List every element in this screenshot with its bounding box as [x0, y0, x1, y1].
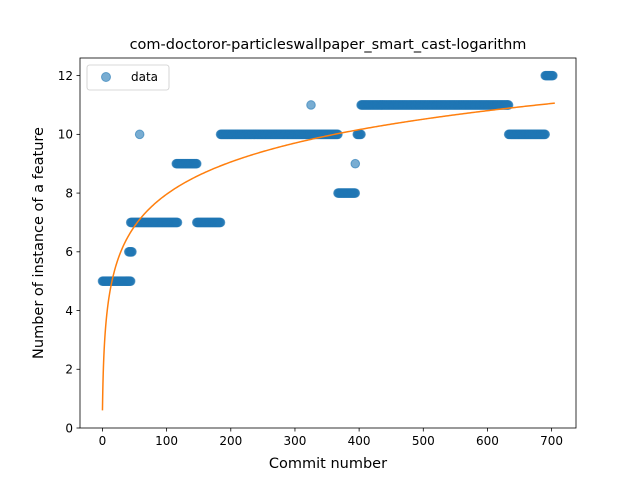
- y-axis-label: Number of instance of a feature: [31, 127, 47, 359]
- data-point: [350, 158, 361, 169]
- data-point: [540, 129, 551, 140]
- chart-title: com-doctoror-particleswallpaper_smart_ca…: [130, 37, 527, 53]
- legend-marker: [101, 72, 111, 82]
- x-tick-label: 0: [99, 434, 107, 448]
- y-axis: 0 2 4 6 8 10 12: [58, 69, 80, 435]
- x-tick-label: 400: [348, 434, 371, 448]
- y-tick-label: 8: [65, 186, 73, 200]
- x-axis: 0 100 200 300 400 500 600 700: [99, 428, 563, 448]
- fit-line: [101, 102, 555, 411]
- data-series: [97, 70, 558, 286]
- data-point: [134, 129, 145, 140]
- data-point: [350, 188, 361, 198]
- y-tick-label: 6: [65, 245, 73, 259]
- legend: data: [86, 64, 170, 91]
- x-tick-label: 100: [155, 434, 178, 448]
- y-tick-label: 0: [65, 421, 73, 435]
- legend-box: [86, 64, 170, 91]
- fit-series: [101, 102, 555, 411]
- x-tick-label: 200: [219, 434, 242, 448]
- data-point: [503, 100, 514, 110]
- y-tick-label: 10: [58, 128, 73, 142]
- data-point: [125, 276, 136, 286]
- data-point: [548, 70, 558, 81]
- x-axis-label: Commit number: [269, 456, 387, 472]
- data-point: [191, 158, 202, 169]
- plot-frame: [79, 57, 577, 429]
- x-tick-label: 300: [284, 434, 307, 448]
- x-tick-label: 500: [412, 434, 435, 448]
- data-point: [356, 129, 366, 140]
- data-point: [306, 100, 316, 110]
- legend-label: data: [131, 70, 158, 84]
- y-tick-label: 2: [65, 363, 73, 377]
- x-tick-label: 700: [540, 434, 563, 448]
- y-tick-label: 12: [58, 69, 73, 83]
- data-point: [172, 217, 183, 228]
- y-tick-label: 4: [65, 304, 73, 318]
- x-tick-label: 600: [476, 434, 499, 448]
- data-point: [215, 217, 226, 228]
- data-point: [127, 247, 137, 257]
